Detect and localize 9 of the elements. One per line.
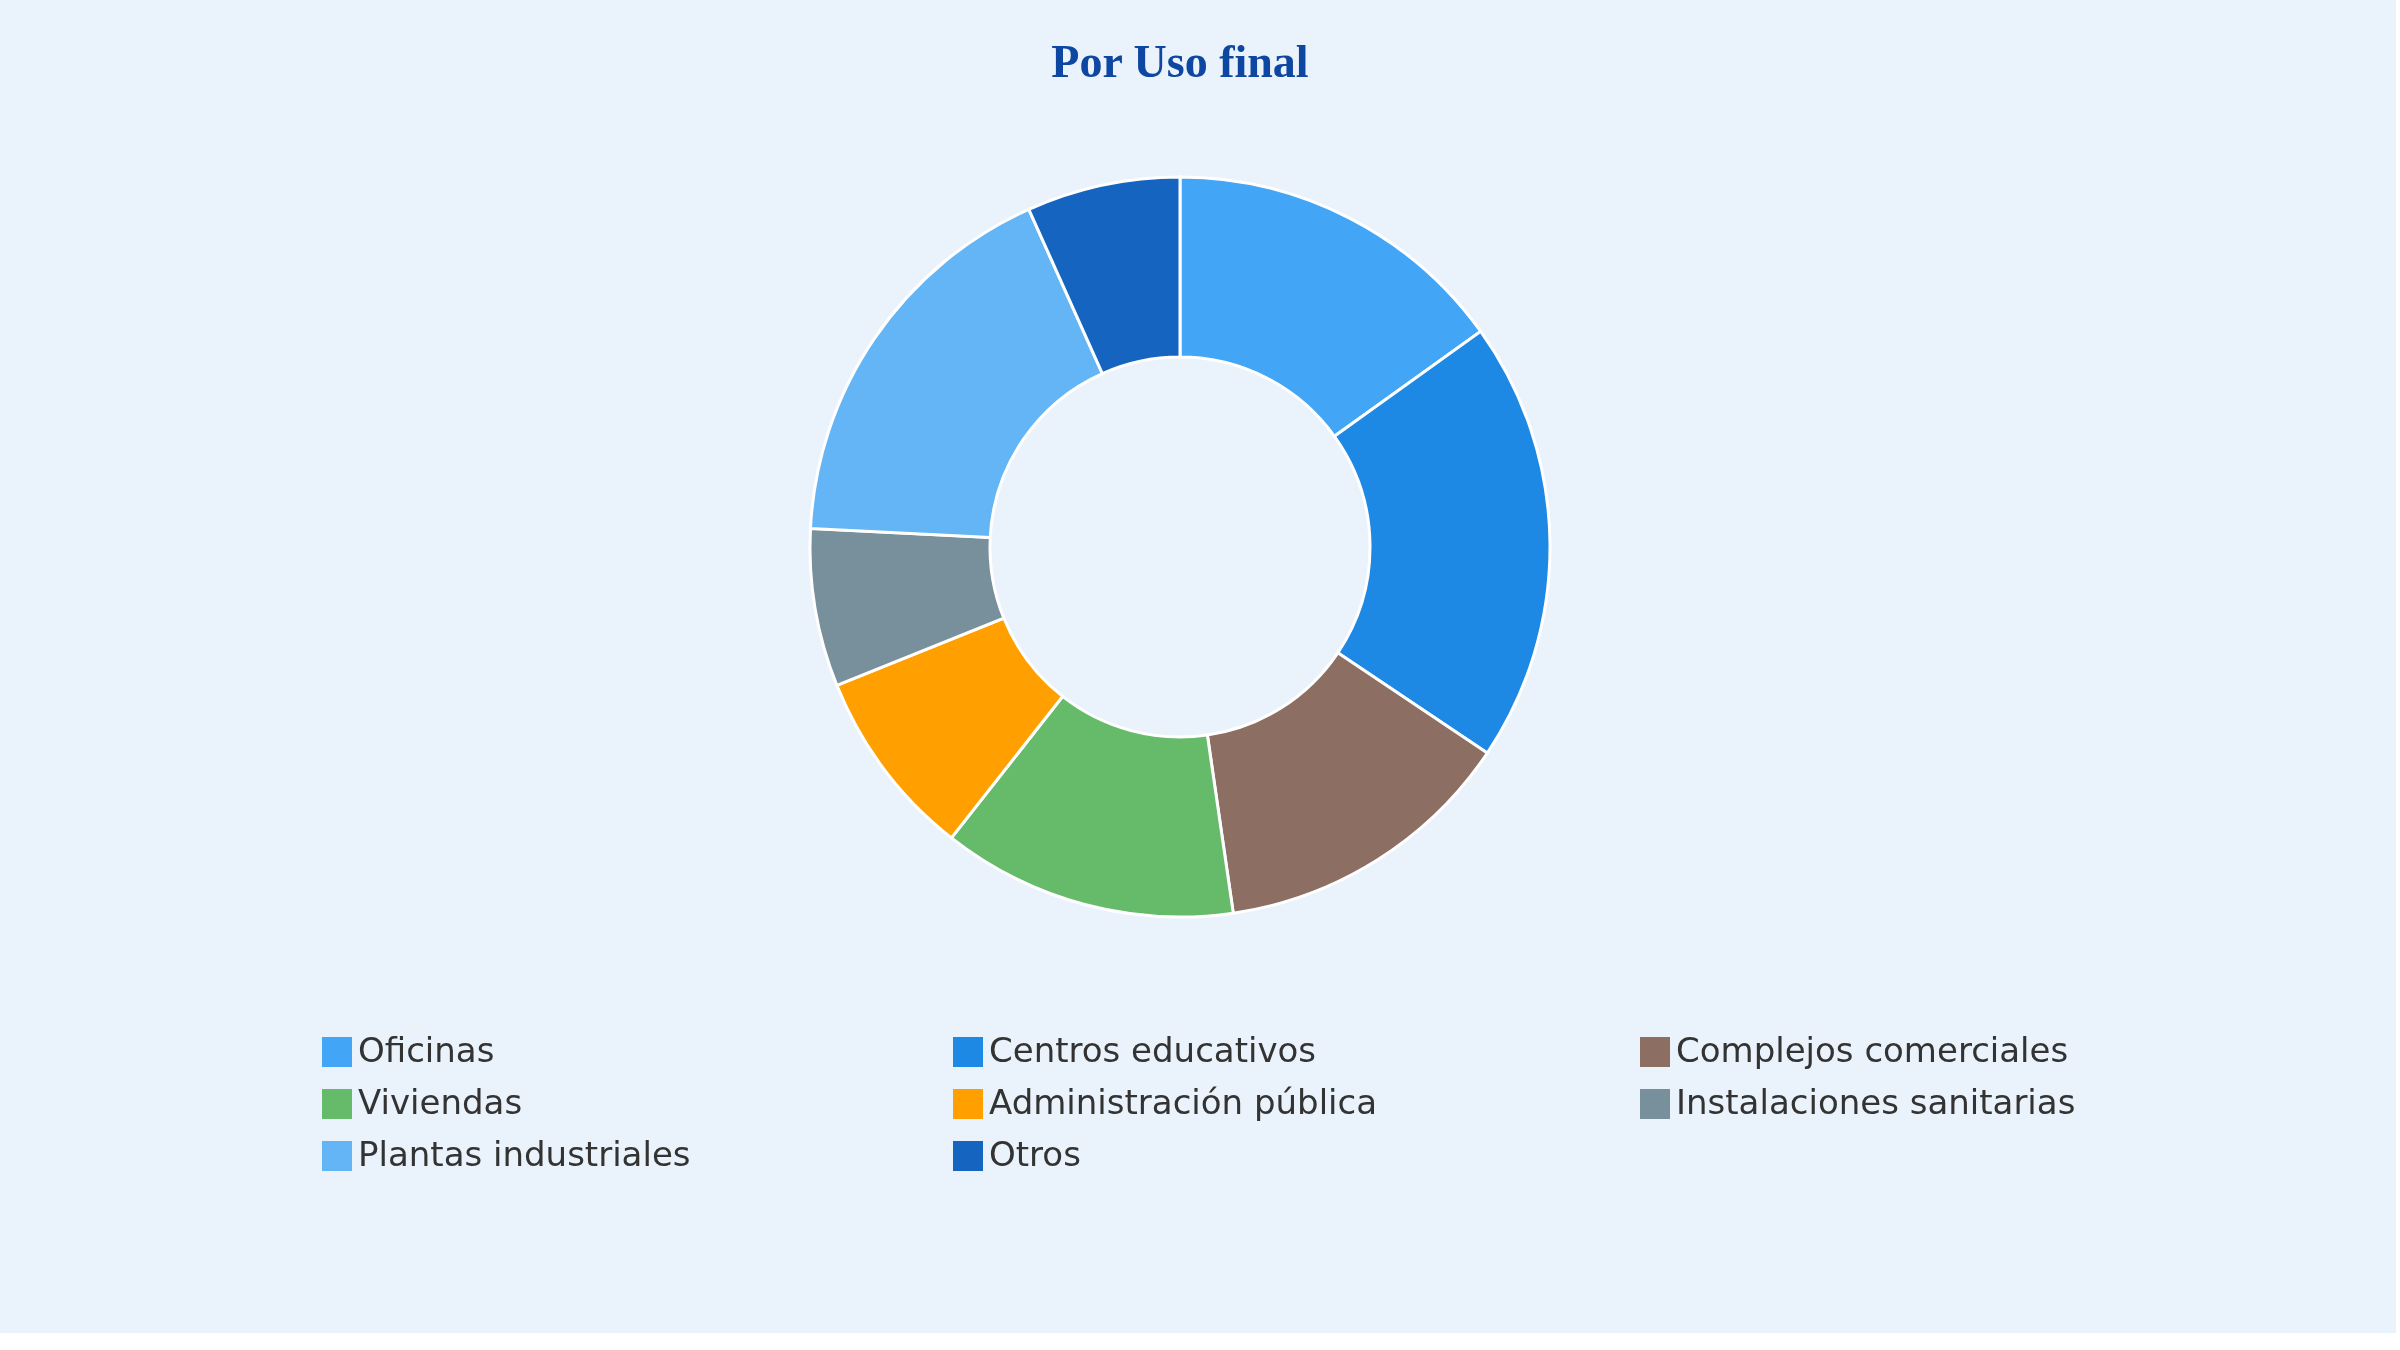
- legend-label: Plantas industriales: [358, 1134, 691, 1174]
- legend-label: Otros: [989, 1134, 1081, 1174]
- chart-title: Por Uso final: [1051, 36, 1309, 87]
- legend-label: Oficinas: [358, 1030, 495, 1070]
- legend-label: Instalaciones sanitarias: [1676, 1082, 2076, 1122]
- legend-label: Viviendas: [358, 1082, 523, 1122]
- legend-label: Administración pública: [989, 1082, 1378, 1122]
- legend-label: Complejos comerciales: [1676, 1030, 2069, 1070]
- legend-label: Centros educativos: [989, 1030, 1317, 1070]
